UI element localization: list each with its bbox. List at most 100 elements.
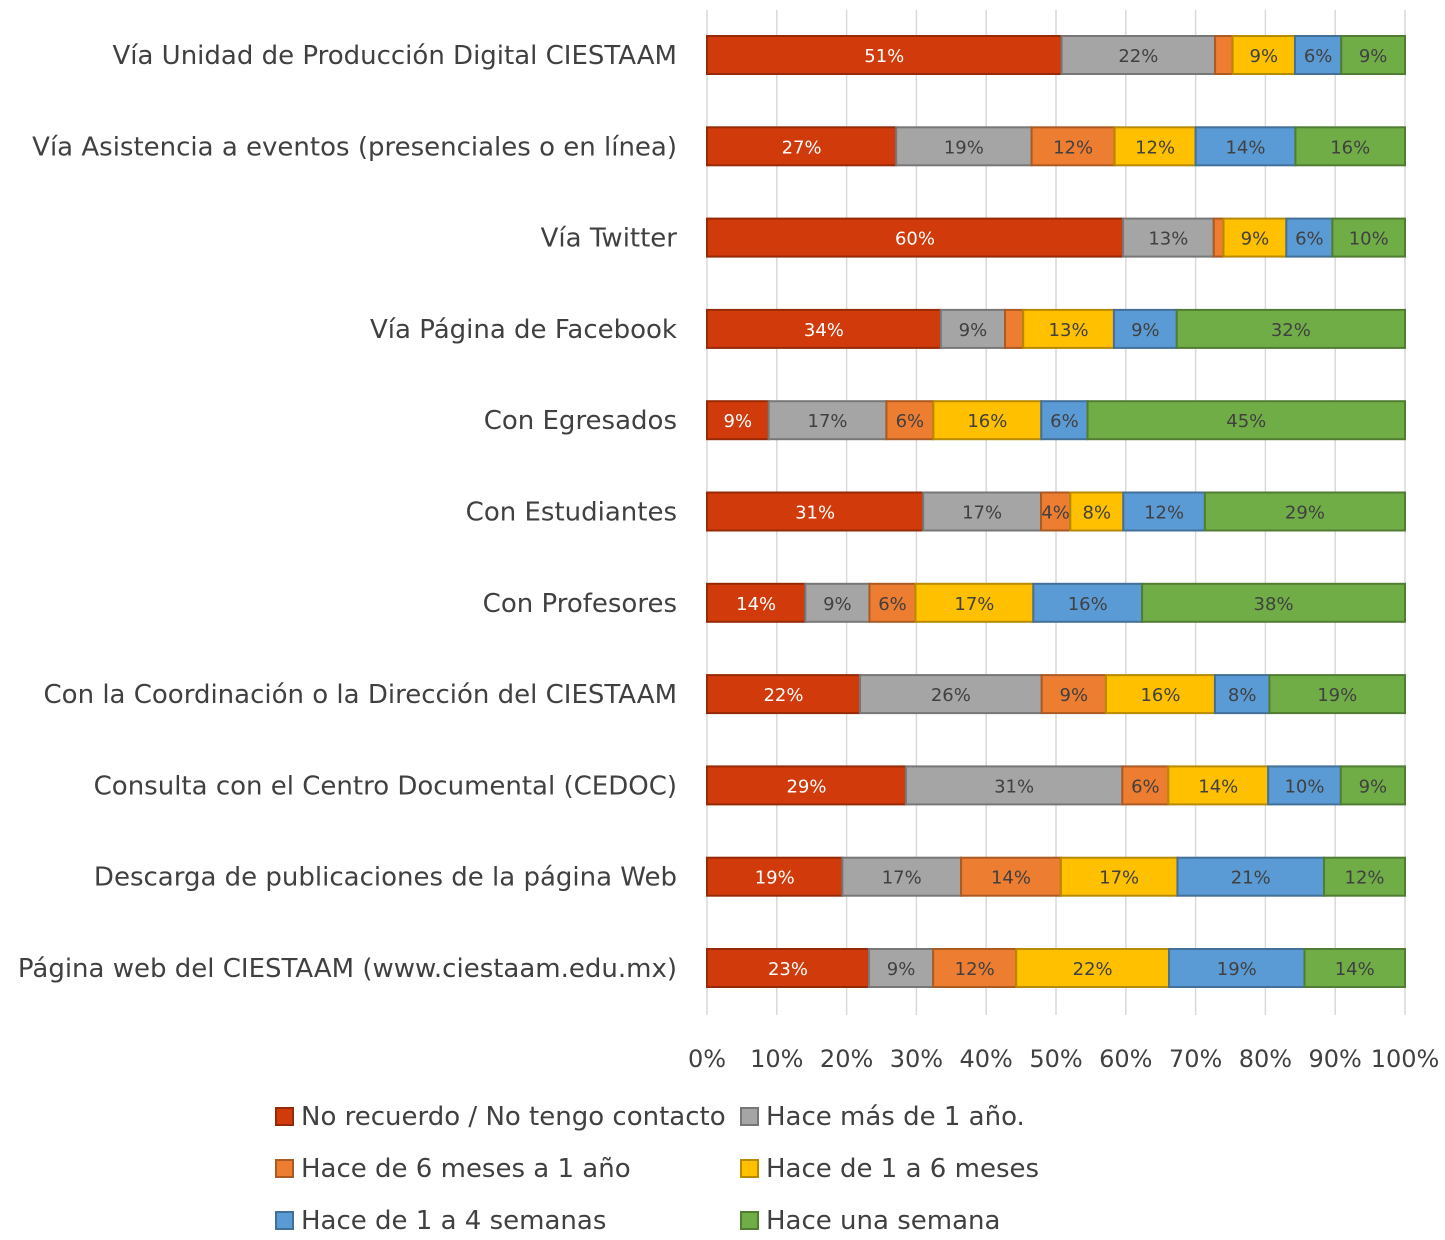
category-label: Con Egresados — [484, 406, 677, 436]
x-tick-label: 60% — [1099, 1045, 1152, 1073]
bar-segment — [1086, 400, 1406, 441]
data-label: 16% — [967, 411, 1007, 432]
data-label: 51% — [864, 46, 904, 67]
data-label: 12% — [1345, 868, 1385, 889]
legend-label: Hace una semana — [766, 1206, 1000, 1236]
data-label: 16% — [1140, 685, 1180, 706]
data-label: 12% — [955, 959, 995, 980]
data-label: 23% — [768, 959, 808, 980]
data-label: 31% — [795, 503, 835, 524]
data-label: 9% — [823, 594, 852, 615]
category-label: Vía Unidad de Producción Digital CIESTAA… — [112, 41, 677, 71]
bar-segment — [1040, 674, 1107, 715]
data-label: 8% — [1228, 685, 1257, 706]
category-label: Con la Coordinación o la Dirección del C… — [44, 680, 677, 710]
x-tick-label: 90% — [1309, 1045, 1362, 1073]
bar-row: Vía Página de Facebook 34% 9% 13% 9% 32% — [370, 308, 1407, 349]
x-tick-label: 100% — [1371, 1045, 1440, 1073]
legend-label: Hace de 1 a 4 semanas — [301, 1206, 606, 1236]
data-label: 19% — [1317, 685, 1357, 706]
bar-segment — [1214, 35, 1234, 75]
data-label: 14% — [1335, 959, 1375, 980]
legend-item: Hace de 1 a 4 semanas — [275, 1206, 606, 1236]
data-label: 17% — [1099, 868, 1139, 889]
bar-segment — [1022, 308, 1115, 349]
legend-label: No recuerdo / No tengo contacto — [301, 1102, 726, 1132]
bar-segment — [1268, 674, 1406, 715]
bar-segment — [914, 582, 1035, 623]
legend: No recuerdo / No tengo contacto Hace más … — [275, 1102, 1039, 1236]
x-tick-label: 70% — [1169, 1045, 1222, 1073]
data-label: 26% — [931, 685, 971, 706]
data-label: 34% — [804, 320, 844, 341]
data-label: 9% — [1359, 776, 1388, 797]
bar-segment — [1004, 308, 1025, 349]
x-tick-label: 80% — [1239, 1045, 1292, 1073]
bar-segment — [1293, 35, 1343, 75]
bar-segment — [1212, 217, 1225, 258]
category-label: Vía Página de Facebook — [370, 315, 677, 345]
data-label: 22% — [1118, 46, 1158, 67]
data-label: 38% — [1254, 594, 1294, 615]
data-label: 19% — [944, 137, 984, 158]
data-label: 9% — [887, 959, 916, 980]
bar-segment — [1267, 765, 1342, 806]
data-label: 6% — [1131, 776, 1160, 797]
category-label: Vía Twitter — [541, 224, 678, 254]
category-label: Con Profesores — [483, 589, 677, 619]
bars: Vía Unidad de Producción Digital CIESTAA… — [18, 35, 1407, 988]
legend-item: Hace de 6 meses a 1 año — [275, 1154, 631, 1184]
data-label: 6% — [1295, 229, 1324, 250]
bar-segment — [841, 856, 963, 897]
data-label: 14% — [1198, 776, 1238, 797]
bar-segment — [1113, 126, 1197, 167]
bar-segment — [1112, 308, 1178, 349]
bar-segment — [706, 765, 907, 806]
bar-segment — [706, 400, 770, 441]
legend-label: Hace más de 1 año. — [766, 1102, 1025, 1132]
bar-row: Con Profesores 14% 9% 6% 17% 16% 38% — [483, 582, 1407, 623]
bar-segment — [1168, 948, 1306, 988]
data-label: 9% — [1250, 46, 1279, 67]
bar-segment — [1069, 491, 1125, 532]
legend-item: Hace más de 1 año. — [740, 1102, 1025, 1132]
bar-row: Página web del CIESTAAM (www.ciestaam.ed… — [18, 948, 1407, 988]
legend-swatch — [740, 1107, 759, 1126]
bar-segment — [960, 856, 1062, 897]
data-label: 21% — [1231, 868, 1271, 889]
data-label: 12% — [1135, 137, 1175, 158]
bar-segment — [1285, 217, 1334, 258]
x-tick-label: 40% — [960, 1045, 1013, 1073]
data-label: 22% — [763, 685, 803, 706]
data-label: 19% — [1217, 959, 1257, 980]
data-label: 9% — [1359, 46, 1388, 67]
bar-row: Vía Asistencia a eventos (presenciales o… — [32, 126, 1406, 167]
bar-segment — [1060, 35, 1217, 75]
bar-segment — [706, 948, 870, 988]
bar-row: Con Egresados 9% 17% 6% 16% 6% 45% — [484, 400, 1406, 441]
category-label: Descarga de publicaciones de la página W… — [94, 863, 677, 893]
legend-label: Hace de 1 a 6 meses — [766, 1154, 1039, 1184]
legend-swatch — [275, 1211, 294, 1230]
bar-segment — [1032, 582, 1144, 623]
bar-segment — [1122, 217, 1215, 258]
bar-segment — [904, 765, 1124, 806]
data-label: 29% — [1285, 503, 1325, 524]
x-tick-label: 10% — [750, 1045, 803, 1073]
bar-row: Consulta con el Centro Documental (CEDOC… — [94, 765, 1407, 806]
x-tick-label: 0% — [688, 1045, 726, 1073]
data-label: 60% — [895, 229, 935, 250]
x-tick-label: 20% — [820, 1045, 873, 1073]
data-label: 17% — [954, 594, 994, 615]
category-label: Con Estudiantes — [466, 498, 677, 528]
bar-segment — [706, 308, 942, 349]
bar-segment — [868, 582, 917, 623]
bar-segment — [1040, 491, 1072, 532]
bar-segment — [1176, 856, 1326, 897]
bar-segment — [706, 35, 1063, 75]
data-label: 6% — [878, 594, 907, 615]
bar-row: Descarga de publicaciones de la página W… — [94, 856, 1406, 897]
bar-row: Vía Twitter 60% 13% 9% 6% 10% — [541, 217, 1406, 258]
data-label: 8% — [1083, 503, 1112, 524]
